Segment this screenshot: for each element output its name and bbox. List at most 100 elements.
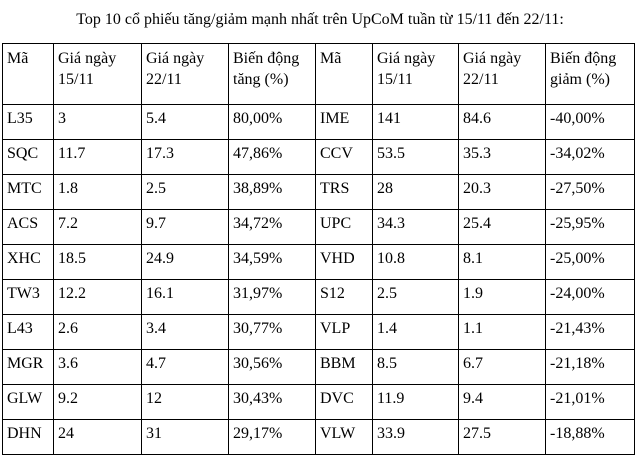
gain-code-cell: XHC [2, 244, 54, 280]
loss-change-cell: -21,18% [545, 349, 635, 385]
loss-code-cell: VHD [315, 244, 373, 280]
table-row: L43 2.6 3.4 30,77% VLP 1.4 1.1 -21,43% [2, 314, 635, 350]
loss-code-cell: BBM [315, 349, 373, 385]
loss-price-1-cell: 34.3 [372, 209, 459, 245]
gain-code-cell: SQC [2, 139, 54, 175]
gain-code-cell: MTC [2, 174, 54, 210]
gain-price-1-cell: 11.7 [53, 139, 142, 175]
loss-change-cell: -24,00% [545, 279, 635, 315]
table-row: MGR 3.6 4.7 30,56% BBM 8.5 6.7 -21,18% [2, 349, 635, 385]
gain-price-1-cell: 7.2 [53, 209, 142, 245]
table-row: XHC 18.5 24.9 34,59% VHD 10.8 8.1 -25,00% [2, 244, 635, 280]
gain-code-cell: L35 [2, 104, 54, 140]
table-row: GLW 9.2 12 30,43% DVC 11.9 9.4 -21,01% [2, 384, 635, 420]
table-row: TW3 12.2 16.1 31,97% S12 2.5 1.9 -24,00% [2, 279, 635, 315]
gain-code-cell: MGR [2, 349, 54, 385]
loss-price-1-cell: 53.5 [372, 139, 459, 175]
gain-price-2-cell: 31 [141, 419, 229, 455]
loss-change-cell: -21,01% [545, 384, 635, 420]
loss-price-1-cell: 33.9 [372, 419, 459, 455]
gain-price-2-cell: 16.1 [141, 279, 229, 315]
table-row: SQC 11.7 17.3 47,86% CCV 53.5 35.3 -34,02% [2, 139, 635, 175]
gain-code-cell: L43 [2, 314, 54, 350]
gain-price-2-cell: 24.9 [141, 244, 229, 280]
gain-price-1-cell: 3.6 [53, 349, 142, 385]
gain-price-1-cell: 24 [53, 419, 142, 455]
table-row: L35 3 5.4 80,00% IME 141 84.6 -40,00% [2, 104, 635, 140]
gain-price-1-cell: 18.5 [53, 244, 142, 280]
loss-price-1-cell: 11.9 [372, 384, 459, 420]
table-row: DHN 24 31 29,17% VLW 33.9 27.5 -18,88% [2, 419, 635, 455]
loss-change-cell: -40,00% [545, 104, 635, 140]
loss-change-cell: -18,88% [545, 419, 635, 455]
table-row: ACS 7.2 9.7 34,72% UPC 34.3 25.4 -25,95% [2, 209, 635, 245]
gain-price-1-cell: 9.2 [53, 384, 142, 420]
loss-price-2-cell: 9.4 [458, 384, 546, 420]
gain-price-1-cell: 1.8 [53, 174, 142, 210]
loss-price-2-cell: 6.7 [458, 349, 546, 385]
gain-price-2-cell: 3.4 [141, 314, 229, 350]
loss-code-cell: TRS [315, 174, 373, 210]
gain-change-cell: 31,97% [228, 279, 316, 315]
gain-price-2-cell: 12 [141, 384, 229, 420]
gain-change-cell: 47,86% [228, 139, 316, 175]
gain-price-1-cell: 2.6 [53, 314, 142, 350]
loss-price-2-cell: 8.1 [458, 244, 546, 280]
loss-code-cell: IME [315, 104, 373, 140]
gain-change-cell: 30,43% [228, 384, 316, 420]
header-loss-price-1: Giá ngày 15/11 [372, 43, 459, 105]
loss-price-2-cell: 1.1 [458, 314, 546, 350]
gain-price-2-cell: 17.3 [141, 139, 229, 175]
gain-change-cell: 30,77% [228, 314, 316, 350]
gain-price-2-cell: 4.7 [141, 349, 229, 385]
loss-change-cell: -25,95% [545, 209, 635, 245]
gain-price-2-cell: 2.5 [141, 174, 229, 210]
loss-code-cell: VLW [315, 419, 373, 455]
gain-change-cell: 29,17% [228, 419, 316, 455]
table-header-row: Mã Giá ngày 15/11 Giá ngày 22/11 Biến độ… [2, 43, 635, 105]
gain-price-2-cell: 5.4 [141, 104, 229, 140]
loss-code-cell: VLP [315, 314, 373, 350]
gain-change-cell: 30,56% [228, 349, 316, 385]
table-title: Top 10 cổ phiếu tăng/giảm mạnh nhất trên… [76, 11, 564, 28]
header-gain-change: Biến động tăng (%) [228, 43, 316, 105]
loss-code-cell: UPC [315, 209, 373, 245]
loss-code-cell: DVC [315, 384, 373, 420]
loss-price-2-cell: 20.3 [458, 174, 546, 210]
gain-price-1-cell: 12.2 [53, 279, 142, 315]
loss-price-2-cell: 35.3 [458, 139, 546, 175]
header-gain-price-2: Giá ngày 22/11 [141, 43, 229, 105]
loss-price-2-cell: 25.4 [458, 209, 546, 245]
header-loss-price-2: Giá ngày 22/11 [458, 43, 546, 105]
loss-change-cell: -21,43% [545, 314, 635, 350]
loss-price-1-cell: 1.4 [372, 314, 459, 350]
loss-code-cell: CCV [315, 139, 373, 175]
loss-price-2-cell: 84.6 [458, 104, 546, 140]
loss-price-1-cell: 28 [372, 174, 459, 210]
loss-price-2-cell: 1.9 [458, 279, 546, 315]
loss-change-cell: -25,00% [545, 244, 635, 280]
gain-code-cell: DHN [2, 419, 54, 455]
table-row: MTC 1.8 2.5 38,89% TRS 28 20.3 -27,50% [2, 174, 635, 210]
gain-code-cell: TW3 [2, 279, 54, 315]
loss-price-1-cell: 141 [372, 104, 459, 140]
loss-change-cell: -34,02% [545, 139, 635, 175]
gain-change-cell: 34,72% [228, 209, 316, 245]
header-gain-code: Mã [2, 43, 54, 105]
loss-price-1-cell: 2.5 [372, 279, 459, 315]
header-loss-change: Biến động giảm (%) [545, 43, 635, 105]
gain-change-cell: 80,00% [228, 104, 316, 140]
loss-price-1-cell: 8.5 [372, 349, 459, 385]
loss-price-2-cell: 27.5 [458, 419, 546, 455]
gain-change-cell: 38,89% [228, 174, 316, 210]
gain-code-cell: ACS [2, 209, 54, 245]
loss-change-cell: -27,50% [545, 174, 635, 210]
stock-table: Mã Giá ngày 15/11 Giá ngày 22/11 Biến độ… [2, 43, 635, 455]
gain-price-2-cell: 9.7 [141, 209, 229, 245]
gain-price-1-cell: 3 [53, 104, 142, 140]
gain-code-cell: GLW [2, 384, 54, 420]
header-gain-price-1: Giá ngày 15/11 [53, 43, 142, 105]
loss-code-cell: S12 [315, 279, 373, 315]
header-loss-code: Mã [315, 43, 373, 105]
